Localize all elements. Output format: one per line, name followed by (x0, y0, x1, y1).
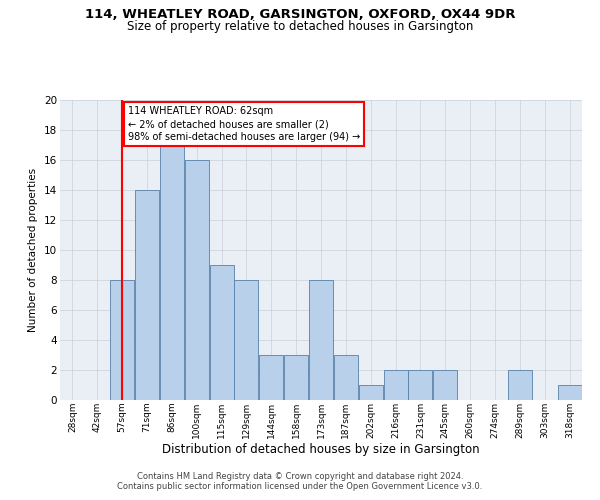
Bar (209, 265, 233, 400)
Bar (160, 145, 184, 400)
Bar (309, 280, 333, 400)
Bar (110, 280, 134, 400)
Bar (235, 280, 259, 400)
Bar (409, 370, 433, 400)
Text: Size of property relative to detached houses in Garsington: Size of property relative to detached ho… (127, 20, 473, 33)
Text: 114 WHEATLEY ROAD: 62sqm
← 2% of detached houses are smaller (2)
98% of semi-det: 114 WHEATLEY ROAD: 62sqm ← 2% of detache… (128, 106, 361, 142)
Bar (259, 355, 283, 400)
Bar (508, 370, 532, 400)
Bar (284, 355, 308, 400)
Text: Contains public sector information licensed under the Open Government Licence v3: Contains public sector information licen… (118, 482, 482, 491)
Text: 114, WHEATLEY ROAD, GARSINGTON, OXFORD, OX44 9DR: 114, WHEATLEY ROAD, GARSINGTON, OXFORD, … (85, 8, 515, 20)
Bar (557, 385, 581, 400)
Bar (334, 355, 358, 400)
Bar (433, 370, 457, 400)
Text: Distribution of detached houses by size in Garsington: Distribution of detached houses by size … (162, 442, 480, 456)
Bar (359, 385, 383, 400)
Bar (185, 160, 209, 400)
Bar (383, 370, 407, 400)
Text: Contains HM Land Registry data © Crown copyright and database right 2024.: Contains HM Land Registry data © Crown c… (137, 472, 463, 481)
Bar (135, 190, 159, 400)
Y-axis label: Number of detached properties: Number of detached properties (28, 168, 38, 332)
